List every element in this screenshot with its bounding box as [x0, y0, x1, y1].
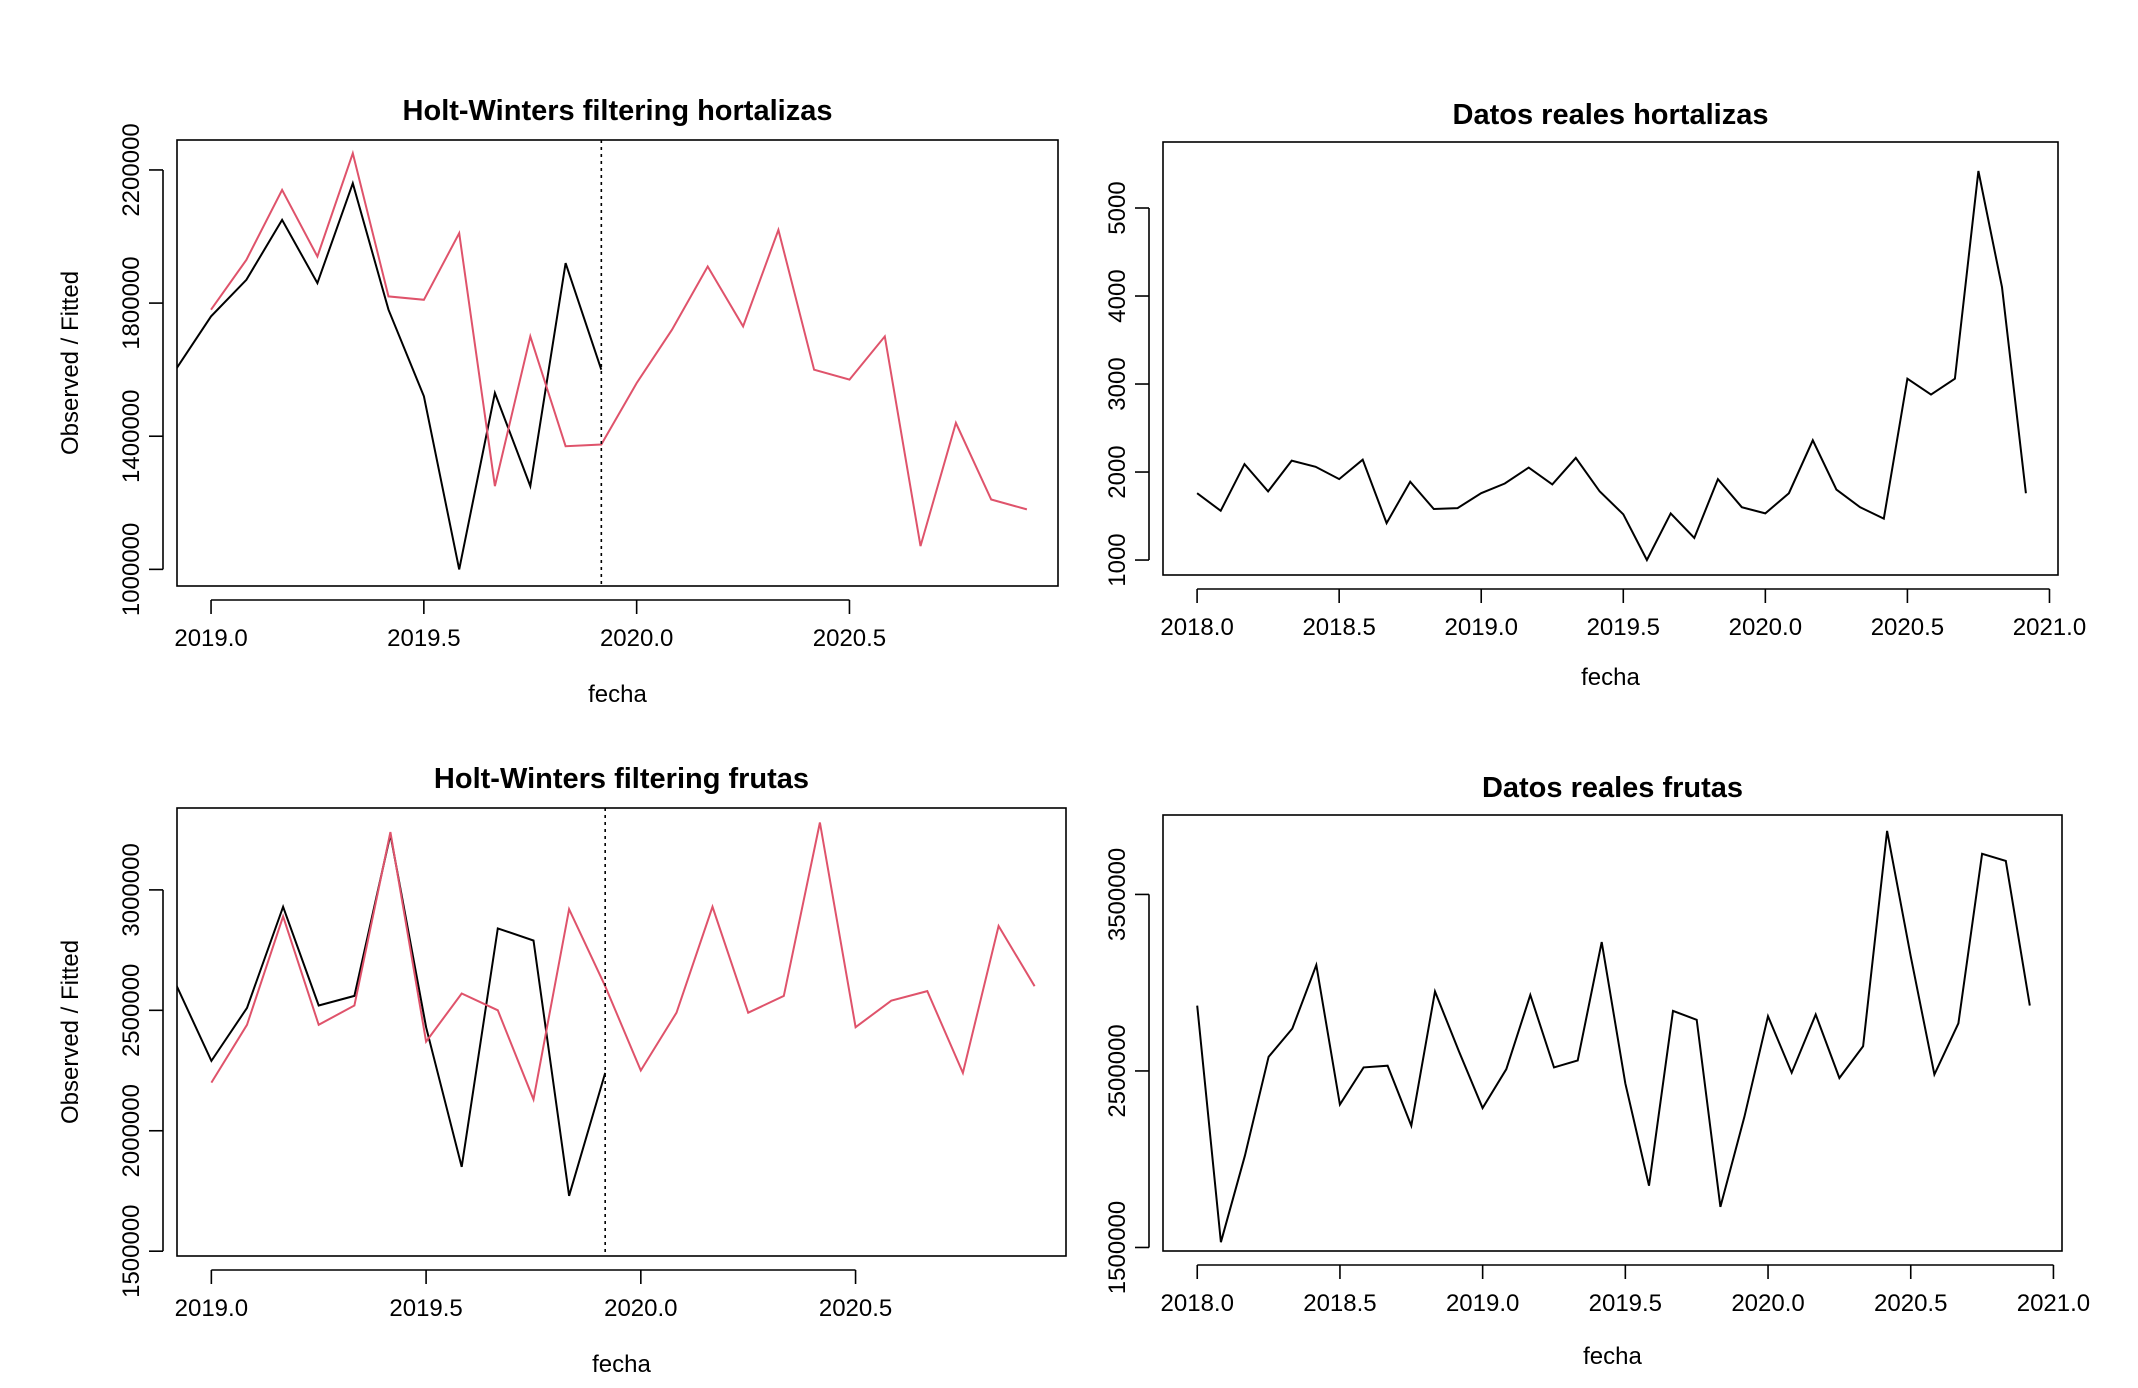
x-tick-label: 2019.0: [175, 1295, 248, 1322]
series-group: [1196, 830, 2031, 1243]
observed-line: [177, 180, 603, 570]
observed-line: [1196, 830, 2031, 1243]
observed-line: [177, 834, 607, 1197]
x-tick-label: 2020.0: [1731, 1290, 1804, 1317]
x-tick-label: 2018.0: [1160, 614, 1233, 641]
series-group: [1196, 170, 2027, 563]
fitted-line: [210, 149, 1028, 547]
x-tick-label: 2020.0: [600, 625, 673, 652]
y-axis-label: Observed / Fitted: [57, 940, 84, 1124]
plot-frame: [176, 139, 1059, 587]
y-tick-label: 2500000: [118, 964, 145, 1057]
hw-hortalizas-panel: Holt-Winters filtering hortalizas 2019.0 2…: [57, 95, 1059, 708]
real-frutas-panel: Datos reales frutas 2018.0 2018.5 2019.0 201…: [1104, 772, 2090, 1370]
x-axis-label: fecha: [1583, 1343, 1642, 1370]
observed-line: [1196, 170, 2027, 563]
y-axis-label: Observed / Fitted: [57, 271, 84, 455]
plot-frame: [1162, 141, 2059, 576]
x-axis-label: fecha: [592, 1351, 651, 1378]
y-tick-label: 4000: [1104, 269, 1131, 322]
y-tick-label: 3500000: [1104, 848, 1131, 941]
x-tick-label: 2020.5: [1871, 614, 1944, 641]
x-tick-label: 2019.0: [1445, 614, 1518, 641]
y-tick-label: 2200000: [118, 123, 145, 216]
x-tick-label: 2021.0: [2013, 614, 2086, 641]
x-tick-label: 2021.0: [2017, 1290, 2090, 1317]
y-tick-label: 3000000: [118, 843, 145, 936]
y-tick-label: 1500000: [1104, 1201, 1131, 1294]
x-tick-label: 2020.5: [813, 625, 886, 652]
y-tick-label: 3000: [1104, 357, 1131, 410]
plot-frame: [1162, 814, 2063, 1252]
x-tick-label: 2019.5: [387, 625, 460, 652]
x-tick-label: 2020.0: [604, 1295, 677, 1322]
x-tick-label: 2019.0: [174, 625, 247, 652]
y-tick-label: 1000000: [118, 523, 145, 616]
series-group: [177, 822, 1036, 1197]
x-tick-label: 2020.0: [1729, 614, 1802, 641]
x-tick-label: 2019.5: [1587, 614, 1660, 641]
x-tick-label: 2019.0: [1446, 1290, 1519, 1317]
y-tick-label: 1800000: [118, 256, 145, 349]
x-axis-label: fecha: [1581, 664, 1640, 691]
y-tick-label: 5000: [1104, 181, 1131, 234]
chart-title: Holt-Winters filtering hortalizas: [403, 95, 833, 127]
y-tick-label: 1500000: [118, 1204, 145, 1297]
series-group: [177, 149, 1028, 570]
chart-title: Datos reales hortalizas: [1453, 99, 1769, 131]
x-tick-label: 2018.5: [1302, 614, 1375, 641]
x-axis-label: fecha: [588, 681, 647, 708]
hw-frutas-panel: Holt-Winters filtering frutas 2019.0 2019.…: [57, 763, 1067, 1378]
chart-title: Holt-Winters filtering frutas: [434, 763, 809, 795]
x-tick-label: 2020.5: [819, 1295, 892, 1322]
x-tick-label: 2018.0: [1161, 1290, 1234, 1317]
fitted-line: [210, 822, 1036, 1103]
plot-frame: [176, 807, 1067, 1257]
chart-title: Datos reales frutas: [1482, 772, 1743, 804]
real-hortalizas-panel: Datos reales hortalizas 2018.0 2018.5 2019.…: [1104, 99, 2086, 691]
y-tick-label: 1000: [1104, 533, 1131, 586]
y-tick-label: 1400000: [118, 390, 145, 483]
y-tick-label: 2500000: [1104, 1024, 1131, 1117]
x-tick-label: 2019.5: [389, 1295, 462, 1322]
x-tick-label: 2019.5: [1589, 1290, 1662, 1317]
x-tick-label: 2020.5: [1874, 1290, 1947, 1317]
y-tick-label: 2000000: [118, 1084, 145, 1177]
y-tick-label: 2000: [1104, 445, 1131, 498]
x-tick-label: 2018.5: [1303, 1290, 1376, 1317]
